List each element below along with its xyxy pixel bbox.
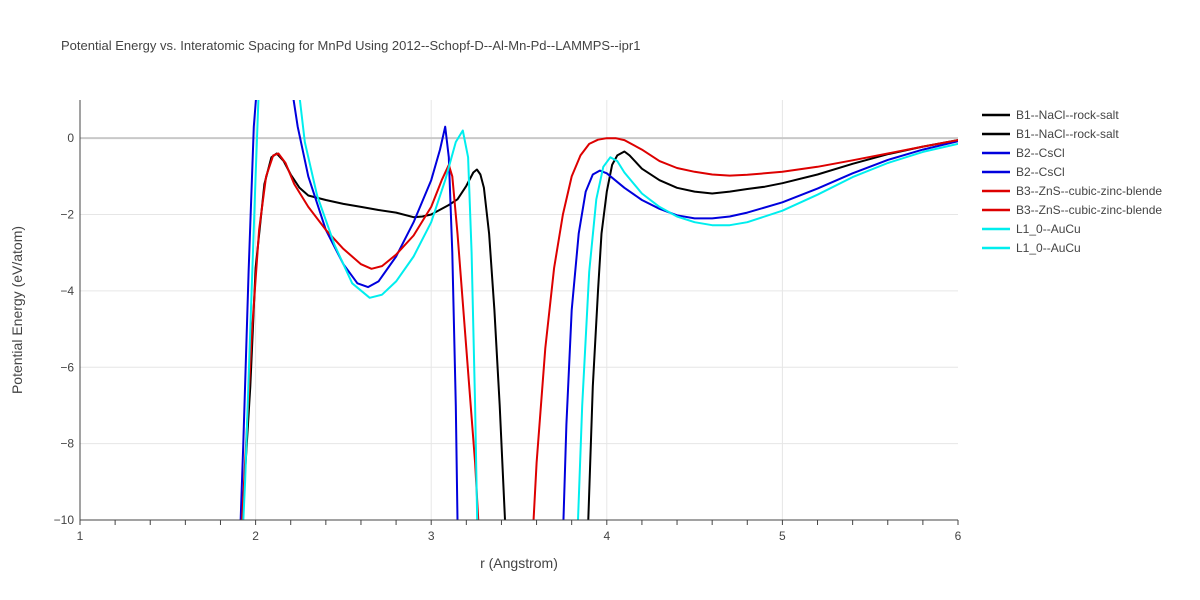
chart-title: Potential Energy vs. Interatomic Spacing… bbox=[61, 38, 640, 53]
series-line bbox=[587, 139, 958, 520]
legend: B1--NaCl--rock-salt B1--NaCl--rock-salt B2… bbox=[982, 108, 1162, 255]
y-tick-label: −10 bbox=[54, 513, 75, 527]
y-tick-label: −6 bbox=[60, 360, 74, 374]
legend-label: L1_0--AuCu bbox=[1016, 241, 1081, 255]
series-line bbox=[298, 100, 479, 520]
x-tick-label: 3 bbox=[428, 529, 435, 543]
x-tick-label: 1 bbox=[77, 529, 84, 543]
legend-label: B1--NaCl--rock-salt bbox=[1016, 127, 1119, 141]
x-tick-label: 5 bbox=[779, 529, 786, 543]
grid bbox=[80, 100, 958, 520]
x-axis-label: r (Angstrom) bbox=[480, 555, 558, 571]
y-tick-label: −4 bbox=[60, 284, 74, 298]
series-line bbox=[292, 100, 459, 520]
legend-label: B1--NaCl--rock-salt bbox=[1016, 108, 1119, 122]
series-layer bbox=[239, 100, 958, 520]
x-tick-label: 4 bbox=[603, 529, 610, 543]
axes: 1 2 3 4 5 6 −10 −8 −6 −4 −2 0 bbox=[54, 100, 962, 543]
y-tick-label: −8 bbox=[60, 437, 74, 451]
x-tick-label: 2 bbox=[252, 529, 259, 543]
series-line bbox=[241, 152, 480, 520]
y-tick-label: −2 bbox=[60, 208, 74, 222]
legend-label: B2--CsCl bbox=[1016, 165, 1065, 179]
y-axis-label: Potential Energy (eV/atom) bbox=[9, 226, 25, 394]
legend-label: B3--ZnS--cubic-zinc-blende bbox=[1016, 184, 1162, 198]
x-tick-label: 6 bbox=[955, 529, 962, 543]
series-line bbox=[242, 100, 260, 520]
y-tick-label: 0 bbox=[67, 131, 74, 145]
series-line bbox=[577, 142, 958, 520]
series-line bbox=[532, 137, 958, 520]
legend-label: B3--ZnS--cubic-zinc-blende bbox=[1016, 203, 1162, 217]
series-line bbox=[241, 152, 507, 520]
series-line bbox=[562, 140, 958, 520]
legend-label: B2--CsCl bbox=[1016, 146, 1065, 160]
legend-label: L1_0--AuCu bbox=[1016, 222, 1081, 236]
series-line bbox=[239, 100, 257, 520]
